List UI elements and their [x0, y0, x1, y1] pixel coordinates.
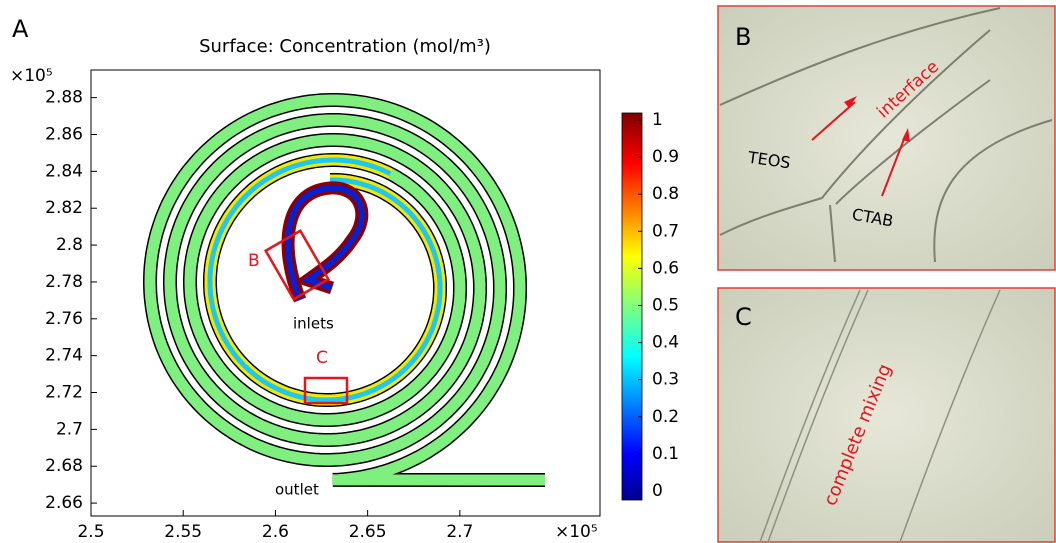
- mixing-core: [207, 157, 443, 403]
- x-tick-label: 2.7: [446, 522, 473, 542]
- x-tick-label: 2.55: [164, 522, 202, 542]
- colorbar-tick-label: 0.6: [652, 258, 679, 278]
- y-tick-label: 2.7: [56, 419, 83, 439]
- box-label: C: [316, 348, 328, 368]
- x-tick-label: 2.5: [77, 522, 104, 542]
- colorbar-tick-label: 0.2: [652, 407, 679, 427]
- x-multiplier: ×10⁵: [555, 522, 598, 542]
- y-tick-label: 2.88: [45, 88, 83, 108]
- plot-frame: [90, 69, 601, 517]
- arrow: [811, 101, 907, 197]
- box-label: B: [248, 251, 260, 271]
- arrowhead: [844, 96, 910, 142]
- colorbar-tick-label: 0: [652, 481, 663, 501]
- panel-label: B: [735, 23, 751, 51]
- y-tick-label: 2.76: [45, 309, 83, 329]
- colorbar-tick-label: 0.4: [652, 333, 679, 353]
- y-tick-label: 2.86: [45, 125, 83, 145]
- y-tick-label: 2.82: [45, 198, 83, 218]
- x-tick-label: 2.65: [349, 522, 387, 542]
- channel-walls: [759, 289, 1001, 543]
- panel-label: C: [735, 303, 752, 331]
- y-multiplier: ×10⁵: [10, 66, 53, 86]
- colorbar-tick-label: 0.9: [652, 147, 679, 167]
- colorbar-tick-label: 0.5: [652, 296, 679, 316]
- plot-title: Surface: Concentration (mol/m³): [199, 36, 491, 57]
- spiral-channel: [142, 93, 546, 487]
- outlet-label: outlet: [275, 481, 319, 499]
- micrograph-b: [717, 5, 1056, 271]
- y-tick-label: 2.8: [56, 235, 83, 255]
- y-tick-label: 2.66: [45, 493, 83, 513]
- colorbar-tick-label: 1: [652, 110, 663, 130]
- y-tick-label: 2.68: [45, 456, 83, 476]
- y-tick-label: 2.72: [45, 383, 83, 403]
- panel-label: A: [12, 15, 29, 43]
- colorbar-tick-label: 0.3: [652, 370, 679, 390]
- channel-walls: [719, 7, 1053, 263]
- colorbar-tick-label: 0.7: [652, 221, 679, 241]
- y-tick-label: 2.84: [45, 161, 83, 181]
- micrograph-c: [717, 287, 1056, 543]
- y-tick-label: 2.74: [45, 346, 83, 366]
- zoom-box-c: [303, 376, 349, 405]
- x-tick-label: 2.6: [262, 522, 289, 542]
- colorbar-tick-label: 0.8: [652, 184, 679, 204]
- inlets-label: inlets: [293, 315, 334, 333]
- zoom-box-b: [263, 229, 331, 301]
- y-tick-label: 2.78: [45, 272, 83, 292]
- colorbar-tick-label: 0.1: [652, 444, 679, 464]
- colorbar: [621, 112, 643, 501]
